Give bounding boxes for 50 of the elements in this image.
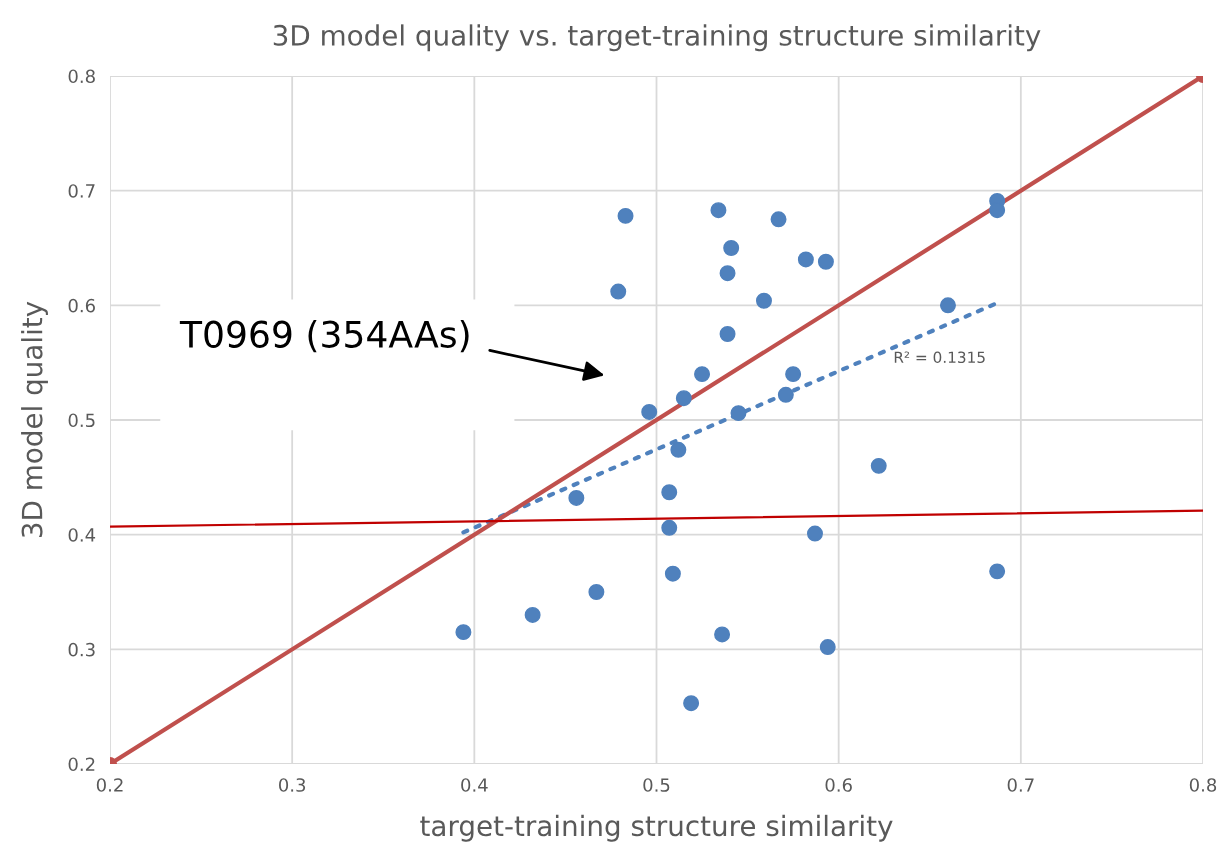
point — [819, 639, 836, 656]
x-tick-label: 0.6 — [825, 778, 852, 792]
point — [683, 695, 700, 712]
point — [694, 366, 711, 383]
point — [870, 457, 887, 474]
x-tick-label: 0.2 — [96, 778, 123, 792]
point — [785, 366, 802, 383]
point — [710, 202, 727, 219]
annotation: T0969 (354AAs) — [179, 320, 469, 353]
y-tick-label: 0.3 — [68, 642, 95, 657]
point — [817, 253, 834, 270]
annotation: R² = 0.1315 — [894, 351, 985, 364]
y-tick-label: 0.5 — [68, 413, 95, 428]
point — [807, 525, 823, 542]
point — [939, 297, 956, 314]
x-axis-title: target-training structure similarity — [420, 814, 893, 842]
point — [568, 489, 585, 506]
point — [755, 292, 772, 309]
point — [719, 265, 736, 282]
point — [770, 211, 787, 228]
point — [661, 519, 678, 536]
chart-title: 3D model quality vs. target-training structure similarity — [273, 24, 1041, 52]
point — [524, 606, 541, 623]
point — [719, 326, 736, 342]
y-tick-label: 0.4 — [68, 528, 96, 542]
x-tick-label: 0.3 — [279, 778, 306, 792]
point — [617, 207, 634, 224]
point — [723, 240, 740, 256]
point — [610, 283, 627, 300]
y-tick-label: 0.7 — [68, 184, 95, 198]
point — [797, 251, 814, 268]
point — [661, 484, 678, 501]
point — [714, 626, 731, 643]
y-axis-title: 3D model quality — [21, 301, 48, 537]
point — [588, 584, 605, 600]
point — [989, 563, 1006, 580]
x-tick-label: 0.5 — [643, 778, 670, 792]
point — [777, 386, 794, 403]
x-tick-label: 0.4 — [461, 778, 488, 792]
point — [641, 403, 658, 420]
point — [455, 624, 472, 641]
point — [675, 390, 692, 407]
y-tick-label: 0.2 — [68, 757, 95, 772]
point — [670, 441, 687, 458]
point — [730, 405, 747, 422]
x-tick-label: 0.8 — [1189, 778, 1217, 792]
x-tick-label: 0.7 — [1007, 778, 1034, 792]
y-tick-label: 0.8 — [68, 69, 95, 84]
y-tick-label: 0.6 — [68, 298, 95, 313]
point — [664, 565, 681, 582]
